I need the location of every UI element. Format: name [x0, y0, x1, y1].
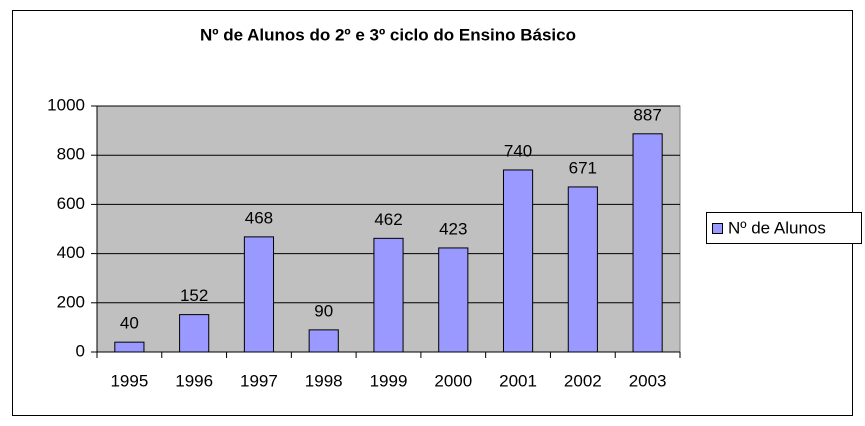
x-tick-label: 1998	[305, 371, 343, 390]
x-tick-label: 1997	[240, 371, 278, 390]
y-tick-label: 0	[76, 341, 85, 360]
bar	[179, 314, 210, 353]
bar	[632, 133, 663, 353]
chart-title: Nº de Alunos do 2º e 3º ciclo do Ensino …	[200, 25, 576, 44]
x-tick-label: 1995	[110, 371, 148, 390]
y-tick-label: 1000	[47, 95, 85, 114]
x-tick-label: 2001	[499, 371, 537, 390]
data-label: 152	[180, 286, 208, 305]
y-tick-label: 200	[57, 292, 85, 311]
x-tick-label: 1999	[370, 371, 408, 390]
x-tick-label: 1996	[175, 371, 213, 390]
data-label: 462	[374, 210, 402, 229]
legend-label: Nº de Alunos	[728, 218, 826, 237]
bar	[502, 169, 534, 353]
data-label: 90	[314, 301, 333, 320]
legend-box	[706, 212, 862, 244]
data-label: 423	[439, 219, 467, 238]
legend-swatch	[712, 223, 723, 234]
x-tick-label: 2002	[564, 371, 602, 390]
x-tick-label: 2003	[629, 371, 667, 390]
data-label: 40	[120, 314, 139, 333]
x-tick-label: 2000	[434, 371, 472, 390]
data-label: 740	[504, 141, 532, 160]
bar	[373, 237, 404, 353]
data-label: 887	[633, 105, 661, 124]
data-label: 671	[569, 158, 597, 177]
bar	[243, 236, 275, 353]
bar	[567, 186, 598, 353]
bar	[114, 341, 145, 353]
y-tick-label: 400	[57, 243, 85, 262]
bar	[308, 329, 339, 353]
y-tick-label: 800	[57, 145, 85, 164]
data-label: 468	[245, 208, 273, 227]
bar	[438, 247, 469, 353]
y-tick-label: 600	[57, 194, 85, 213]
